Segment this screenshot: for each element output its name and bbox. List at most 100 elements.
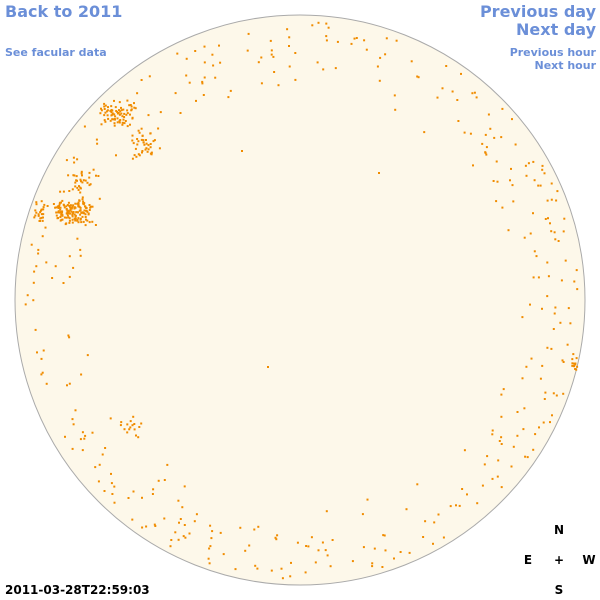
facula bbox=[553, 312, 556, 315]
facula bbox=[229, 89, 232, 92]
facula bbox=[331, 539, 334, 541]
facula bbox=[132, 490, 135, 493]
facula bbox=[179, 112, 182, 114]
facula bbox=[500, 486, 503, 489]
facula bbox=[256, 567, 259, 570]
facula bbox=[68, 221, 71, 224]
facula bbox=[145, 147, 148, 150]
facula bbox=[52, 203, 55, 205]
facula bbox=[573, 362, 575, 365]
facula bbox=[174, 531, 177, 534]
facula bbox=[72, 212, 75, 215]
next-day-link[interactable]: Next day bbox=[516, 20, 597, 39]
facula bbox=[170, 539, 173, 541]
facula bbox=[83, 125, 86, 128]
previous-hour-link[interactable]: Previous hour bbox=[510, 46, 597, 59]
facula bbox=[71, 215, 74, 218]
facula bbox=[35, 203, 38, 206]
compass-north: N bbox=[554, 523, 564, 537]
back-link[interactable]: Back to 2011 bbox=[5, 2, 122, 21]
facula bbox=[227, 96, 230, 99]
facula bbox=[74, 409, 77, 412]
facula bbox=[489, 127, 492, 130]
facula bbox=[353, 37, 356, 40]
facula bbox=[68, 190, 71, 192]
facula bbox=[129, 426, 132, 429]
facula bbox=[137, 153, 140, 156]
facula bbox=[40, 357, 43, 360]
facula bbox=[81, 449, 84, 452]
facula bbox=[143, 143, 146, 146]
facula bbox=[500, 415, 503, 418]
facula bbox=[184, 536, 187, 539]
facula bbox=[65, 159, 68, 162]
facula bbox=[118, 113, 121, 116]
facula bbox=[41, 371, 44, 374]
facula bbox=[334, 67, 337, 70]
facula bbox=[549, 421, 551, 424]
facular-link[interactable]: See facular data bbox=[5, 46, 107, 59]
facula bbox=[183, 524, 186, 526]
compass-west: W bbox=[582, 553, 595, 567]
facula bbox=[325, 35, 328, 38]
facula bbox=[134, 107, 137, 110]
facula bbox=[81, 215, 84, 218]
facula bbox=[119, 110, 122, 113]
facula bbox=[496, 475, 499, 478]
facula bbox=[66, 204, 69, 206]
facula bbox=[159, 111, 162, 114]
facula bbox=[41, 219, 44, 222]
facula bbox=[55, 206, 58, 209]
facula bbox=[460, 72, 462, 75]
facula bbox=[40, 373, 43, 376]
facula bbox=[195, 513, 198, 516]
facula bbox=[571, 358, 574, 361]
facula bbox=[544, 391, 547, 394]
facula bbox=[325, 39, 328, 42]
facula bbox=[541, 364, 544, 367]
facula bbox=[100, 107, 102, 110]
facula bbox=[63, 216, 66, 219]
facula bbox=[65, 222, 68, 225]
facula bbox=[524, 455, 527, 458]
facula bbox=[152, 488, 155, 491]
facula bbox=[123, 112, 126, 115]
facula bbox=[79, 187, 82, 190]
facula bbox=[72, 174, 75, 177]
facula bbox=[106, 109, 109, 112]
facula bbox=[130, 109, 133, 112]
previous-day-link[interactable]: Previous day bbox=[480, 2, 597, 21]
facula bbox=[541, 164, 544, 167]
facula bbox=[140, 127, 143, 130]
facula bbox=[132, 142, 135, 145]
facula bbox=[549, 222, 551, 225]
facula bbox=[76, 219, 79, 222]
facula bbox=[270, 569, 273, 572]
next-hour-link[interactable]: Next hour bbox=[535, 59, 597, 72]
facula bbox=[109, 417, 112, 420]
facula bbox=[417, 76, 420, 79]
facula bbox=[552, 328, 555, 330]
facula bbox=[76, 186, 79, 189]
facula bbox=[74, 219, 77, 222]
facula bbox=[176, 52, 179, 55]
facula bbox=[84, 224, 87, 227]
facula bbox=[126, 99, 129, 102]
facula bbox=[67, 174, 70, 177]
facula bbox=[122, 118, 125, 121]
facula bbox=[103, 108, 106, 110]
facula bbox=[393, 557, 395, 560]
facula bbox=[77, 189, 80, 191]
facula bbox=[86, 181, 89, 184]
facula bbox=[54, 206, 57, 209]
facula bbox=[75, 175, 78, 178]
facula bbox=[554, 306, 557, 309]
facula bbox=[422, 536, 425, 538]
facula bbox=[72, 211, 75, 213]
facula bbox=[491, 429, 494, 432]
facula bbox=[116, 112, 119, 115]
facula bbox=[185, 74, 188, 77]
facula bbox=[82, 203, 85, 206]
facula bbox=[500, 136, 503, 139]
